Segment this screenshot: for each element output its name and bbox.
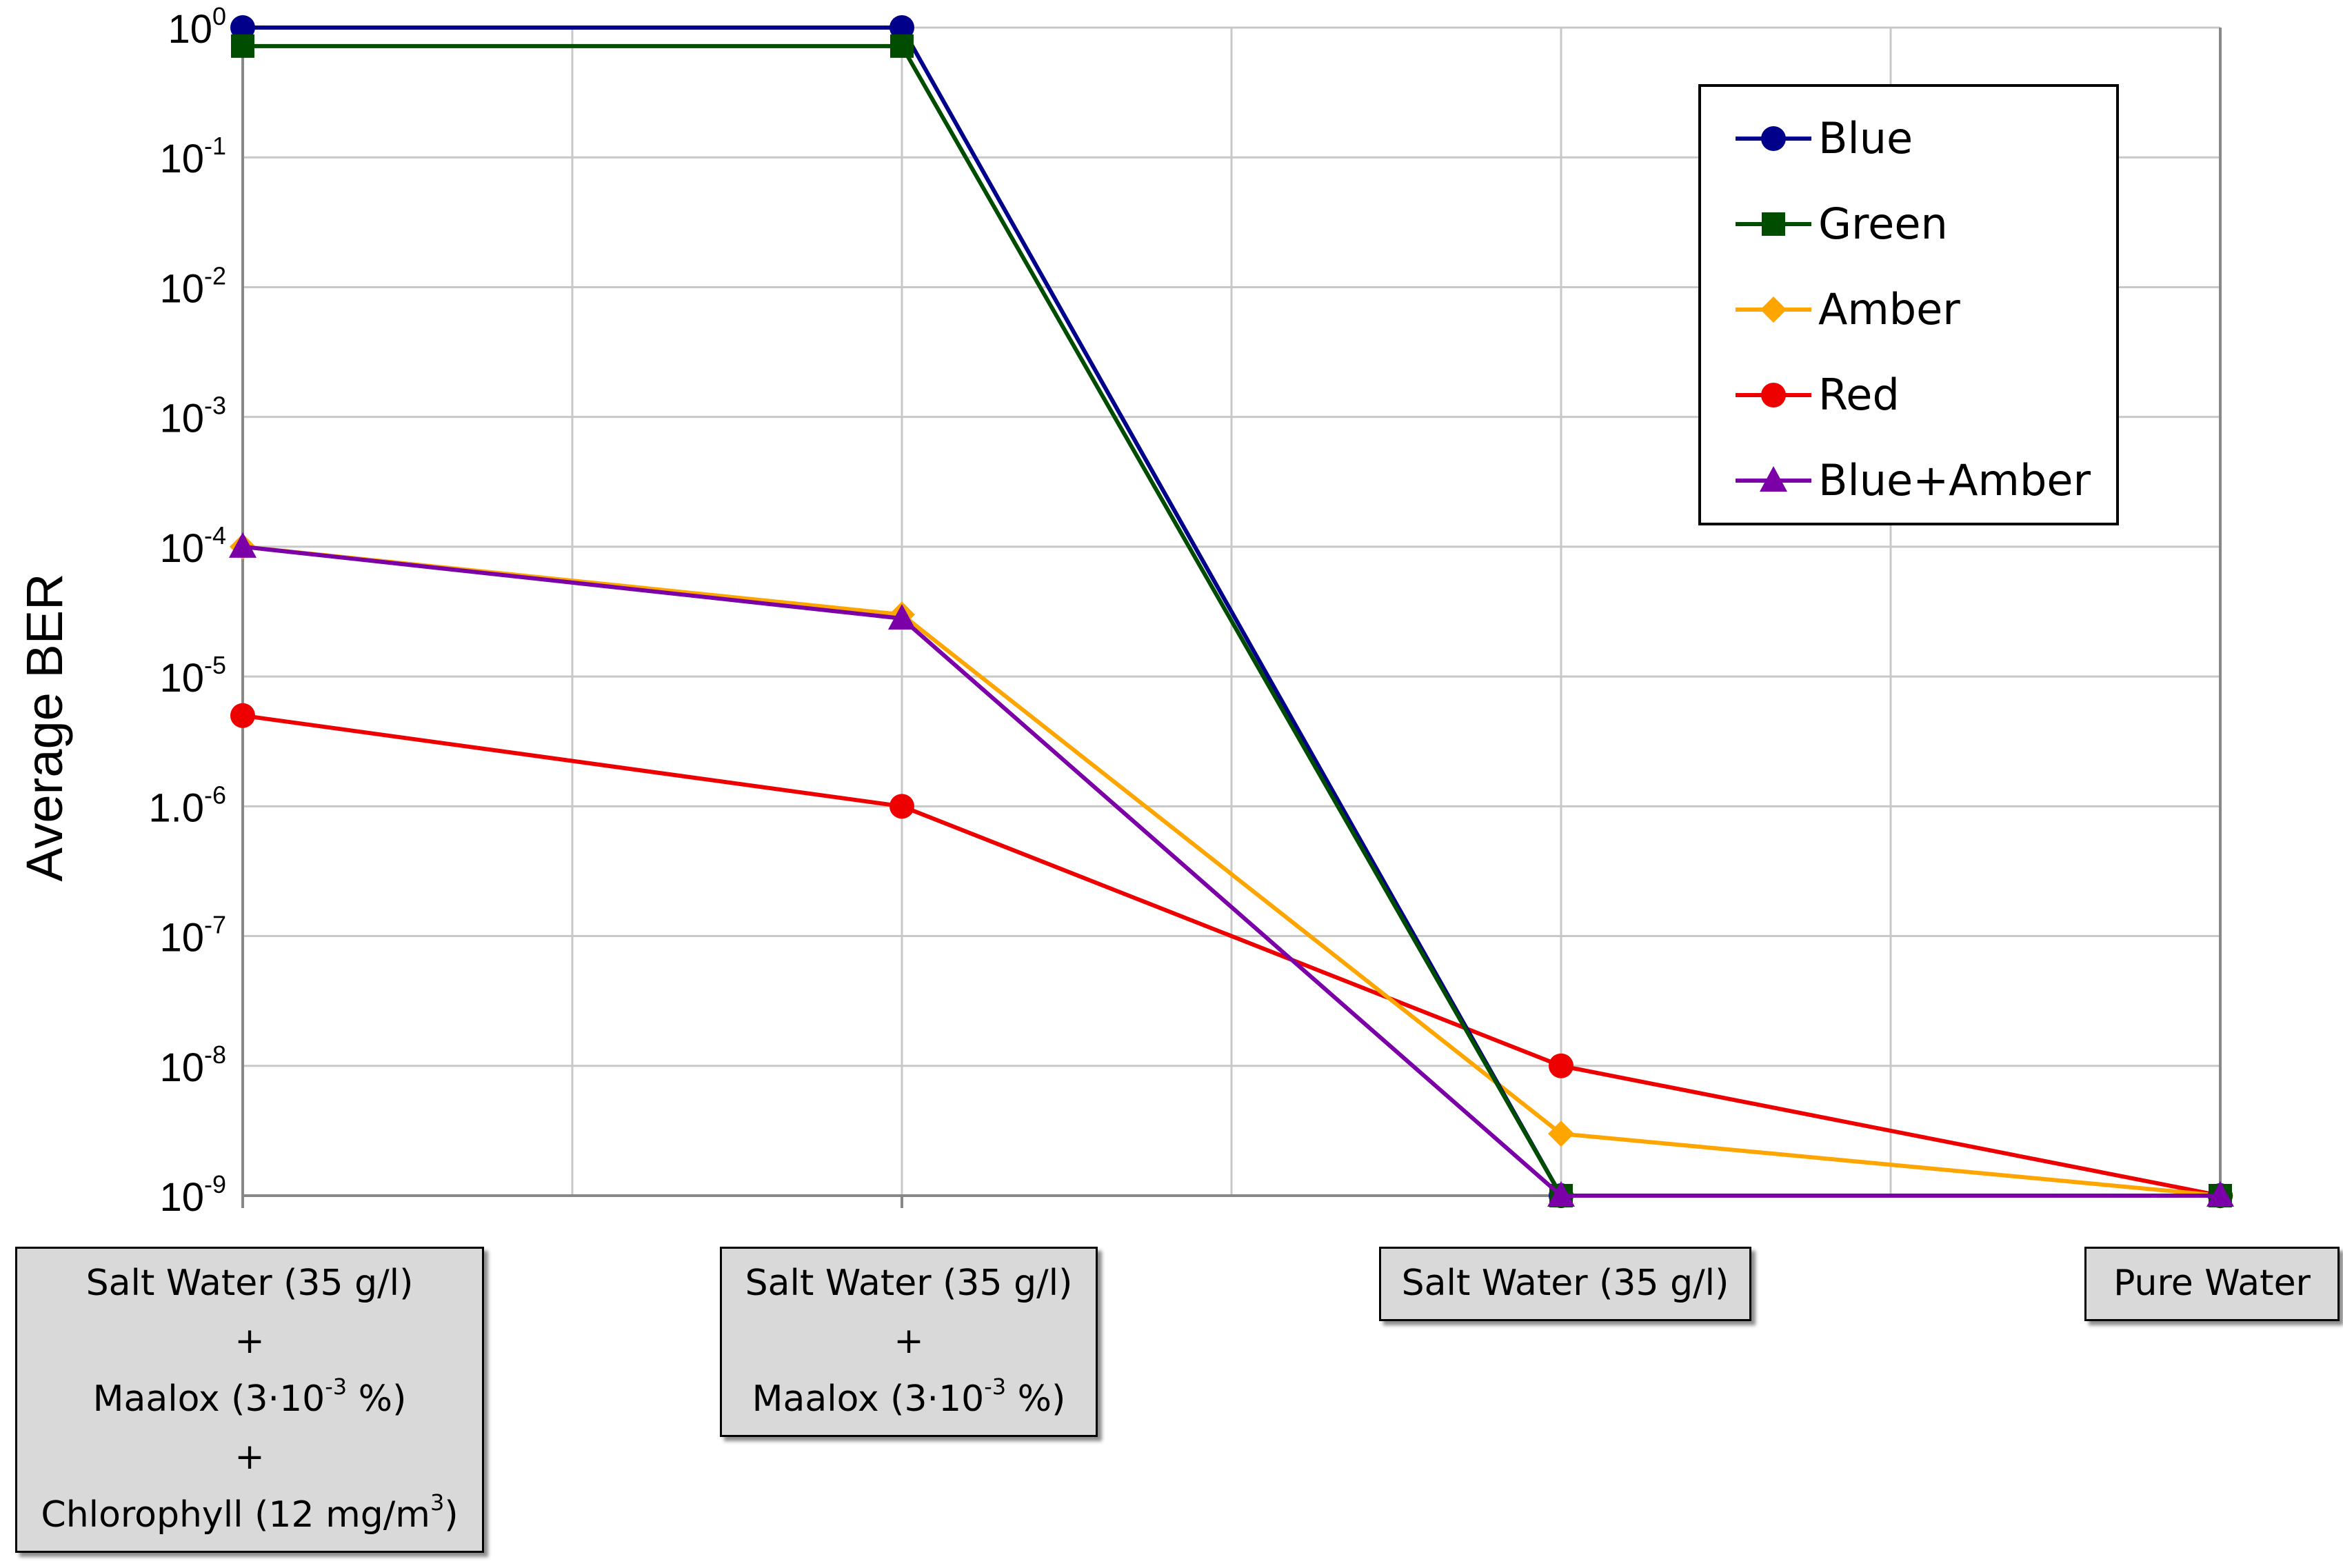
category-line: Salt Water (35 g/l) — [1401, 1263, 1729, 1304]
data-point — [1762, 212, 1785, 236]
y-tick-labels: 100 10-1 10-2 10-3 10-4 10-5 1.0-6 10-7 10-8 10-9 — [148, 2, 226, 1220]
category-line: Maalox (3·10-3 %) — [752, 1373, 1066, 1420]
category-line: Salt Water (35 g/l) — [86, 1263, 414, 1304]
legend-swatch — [1736, 383, 1811, 408]
category-line: Chlorophyll (12 mg/m3) — [41, 1489, 459, 1536]
data-point — [1549, 1053, 1573, 1078]
legend-swatch — [1736, 126, 1811, 151]
category-line: + — [234, 1436, 265, 1478]
legend-label: Blue — [1818, 113, 1913, 163]
series-line — [242, 713, 2221, 1198]
legend-item: Amber — [1701, 279, 2116, 341]
data-point — [230, 15, 255, 40]
y-tick-label: 1.0-6 — [148, 781, 226, 830]
y-axis-label: Average BER — [16, 574, 73, 882]
y-tick-label: 10-4 — [159, 521, 226, 571]
legend-label: Amber — [1818, 284, 1960, 334]
legend-item: Red — [1701, 364, 2116, 426]
category-line: Salt Water (35 g/l) — [745, 1263, 1073, 1304]
legend-label: Green — [1818, 199, 1948, 249]
legend-item: Blue — [1701, 108, 2116, 170]
series-blue-amber — [229, 532, 2234, 1207]
y-tick-label: 10-9 — [159, 1170, 226, 1220]
y-tick-label: 10-2 — [159, 261, 226, 311]
y-tick-label: 10-3 — [159, 392, 226, 441]
data-point — [890, 34, 914, 58]
y-tick-label: 10-1 — [159, 132, 226, 181]
category-line: + — [234, 1320, 265, 1362]
category-label: Salt Water (35 g/l) + Maalox (3·10-3 %) — [720, 1247, 1098, 1437]
legend-swatch — [1736, 466, 1811, 492]
data-point — [230, 703, 255, 728]
category-label: Salt Water (35 g/l) — [1379, 1247, 1751, 1321]
y-tick-label: 10-8 — [159, 1041, 226, 1090]
legend-label: Red — [1818, 370, 1900, 420]
data-point — [889, 794, 914, 819]
legend-swatch — [1736, 212, 1811, 236]
legend-label: Blue+Amber — [1818, 455, 2091, 505]
data-point — [1760, 296, 1787, 323]
category-line: Pure Water — [2113, 1263, 2311, 1304]
data-point — [889, 15, 914, 40]
y-tick-label: 100 — [168, 2, 226, 52]
category-label: Pure Water — [2084, 1247, 2340, 1321]
legend-item: Green — [1701, 193, 2116, 255]
legend: Blue Green Amber Red Blue+Amber — [1698, 84, 2119, 525]
series-layer — [229, 15, 2234, 1209]
data-point — [1760, 466, 1787, 492]
legend-item: Blue+Amber — [1701, 450, 2116, 512]
data-point — [888, 603, 916, 630]
data-point — [229, 532, 257, 558]
y-tick-label: 10-7 — [159, 911, 226, 961]
data-point — [1761, 383, 1786, 408]
series-line — [242, 544, 2220, 1198]
data-point — [2206, 1181, 2234, 1207]
data-point — [1761, 126, 1786, 151]
legend-swatch — [1736, 296, 1811, 323]
category-line: + — [894, 1320, 924, 1362]
category-label: Salt Water (35 g/l) + Maalox (3·10-3 %) + Ch… — [15, 1247, 484, 1553]
y-tick-label: 10-5 — [159, 651, 226, 701]
category-line: Maalox (3·10-3 %) — [92, 1373, 407, 1420]
data-point — [231, 34, 254, 58]
data-point — [1547, 1181, 1575, 1207]
data-point — [1548, 1120, 1574, 1147]
